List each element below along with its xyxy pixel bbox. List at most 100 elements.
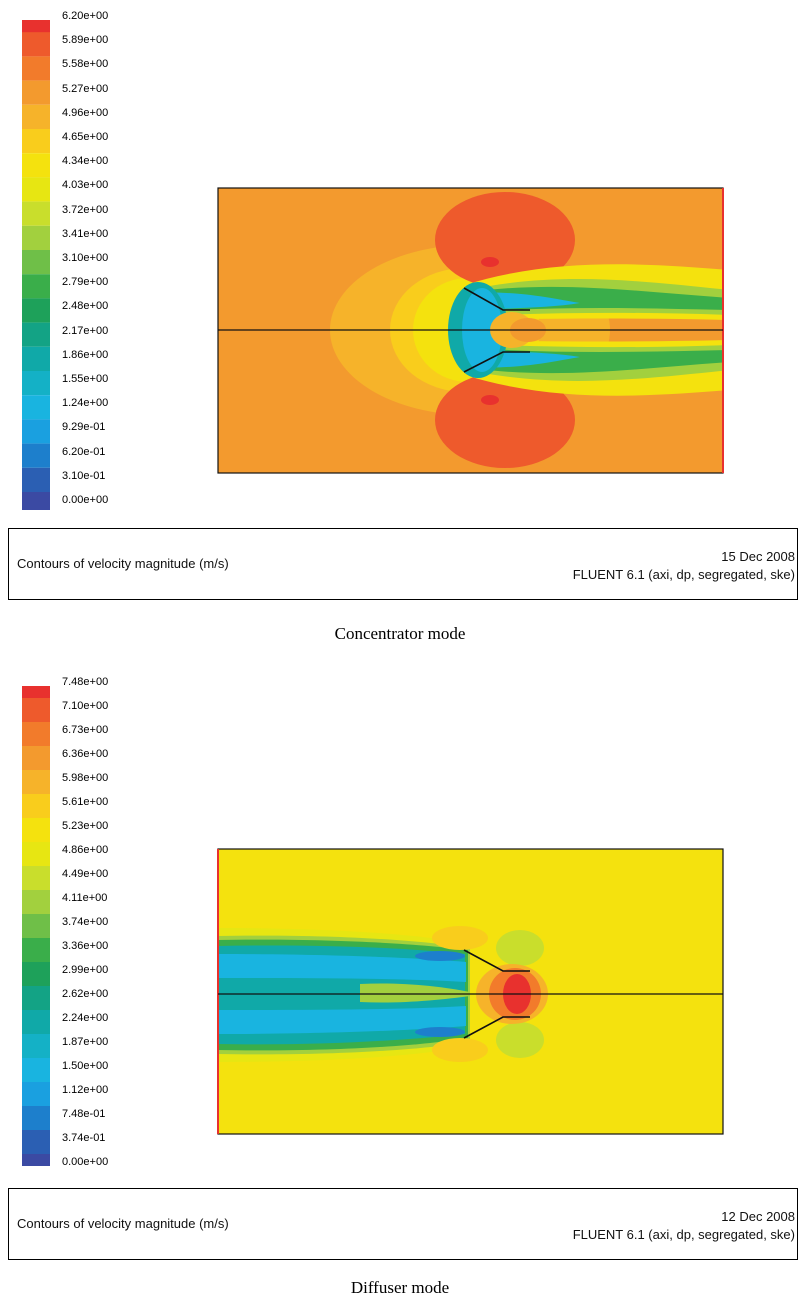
colorbar-tick-label: 3.74e+00 [62,916,109,928]
colorbar-tick-label: 5.58e+00 [62,58,109,71]
colorbar-tick-label: 5.23e+00 [62,820,109,832]
colorbar-tick-label: 1.87e+00 [62,1036,109,1048]
colorbar-swatch [22,794,50,818]
colorbar-swatch [22,962,50,986]
colorbar-swatch [22,1010,50,1034]
colorbar-swatch [22,104,50,129]
colorbar-tick-label: 4.34e+00 [62,155,109,168]
colorbar-swatch [22,371,50,396]
diffuser-lower-green-lobe [496,1022,544,1058]
colorbar-swatch [22,129,50,154]
colorbar-swatch [22,395,50,420]
colorbar-swatch [22,225,50,250]
colorbar-tick-label: 4.03e+00 [62,179,109,192]
colorbar-swatch [22,1058,50,1082]
concentrator-info-box: Contours of velocity magnitude (m/s) 15 … [8,528,798,600]
colorbar-swatch [22,419,50,444]
colorbar-tick-label: 1.55e+00 [62,373,109,385]
colorbar-tick-label: 4.86e+00 [62,844,109,856]
colorbar-swatch [22,1154,50,1166]
colorbar-tick-label: 5.27e+00 [62,82,109,95]
colorbar-swatch [22,80,50,105]
concentrator-upper-peak [481,257,499,267]
colorbar-swatch [22,298,50,323]
diffuser-axis-wake [360,983,470,1003]
diffuser-colorbar-swatches [22,686,50,1166]
colorbar-tick-label: 2.24e+00 [62,1012,109,1024]
colorbar-tick-label: 2.48e+00 [62,300,109,313]
diffuser-upper-low-zone [415,951,465,961]
colorbar-tick-label: 0.00e+00 [62,1156,109,1168]
concentrator-lower-lobe [435,372,575,468]
colorbar-swatch [22,443,50,468]
colorbar-swatch [22,153,50,178]
concentrator-colorbar-swatches [22,20,50,510]
diffuser-lower-outer-lobe [432,1038,488,1062]
diffuser-upper-outer-lobe [432,926,488,950]
diffuser-info-box: Contours of velocity magnitude (m/s) 12 … [8,1188,798,1260]
diffuser-colorbar: 7.48e+00 7.10e+00 6.73e+00 6.36e+00 5.98e+00… [0,666,200,1176]
colorbar-swatch [22,1130,50,1154]
colorbar-tick-label: 6.73e+00 [62,724,109,736]
colorbar-tick-label: 2.79e+00 [62,276,109,289]
colorbar-tick-label: 3.10e-01 [62,469,106,482]
diffuser-panel: 7.48e+00 7.10e+00 6.73e+00 6.36e+00 5.98e+00… [0,666,800,1300]
concentrator-contour-plot [217,187,724,474]
colorbar-tick-label: 7.10e+00 [62,700,109,712]
concentrator-upper-wall [463,287,530,311]
colorbar-tick-label: 4.65e+00 [62,131,109,143]
concentrator-upper-lobe [435,192,575,288]
colorbar-tick-label: 6.20e-01 [62,445,106,458]
colorbar-tick-label: 4.49e+00 [62,868,109,880]
colorbar-tick-label: 6.20e+00 [62,10,109,22]
colorbar-tick-label: 1.50e+00 [62,1060,109,1072]
diffuser-contour-plot [217,848,724,1135]
colorbar-swatch [22,722,50,746]
concentrator-colorbar: 6.20e+00 5.89e+00 5.58e+00 5.27e+00 4.96e+00… [0,0,200,520]
colorbar-tick-label: 3.72e+00 [62,203,109,216]
colorbar-tick-label: 3.36e+00 [62,940,109,952]
diffuser-plot-date: 12 Dec 2008 [721,1209,795,1224]
colorbar-tick-label: 4.96e+00 [62,106,109,119]
colorbar-tick-label: 4.11e+00 [62,892,108,904]
colorbar-swatch [22,492,50,510]
colorbar-swatch [22,32,50,57]
colorbar-swatch [22,322,50,347]
colorbar-swatch [22,914,50,938]
colorbar-tick-label: 2.99e+00 [62,964,109,976]
colorbar-tick-label: 0.00e+00 [62,494,109,506]
colorbar-swatch [22,467,50,492]
colorbar-swatch [22,746,50,770]
colorbar-swatch [22,201,50,226]
colorbar-swatch [22,1034,50,1058]
diffuser-upper-wake-core [218,954,466,982]
concentrator-lower-peak [481,395,499,405]
colorbar-swatch [22,250,50,275]
concentrator-plot-title: Contours of velocity magnitude (m/s) [17,556,229,571]
diffuser-plot-title: Contours of velocity magnitude (m/s) [17,1216,229,1231]
concentrator-plot-date: 15 Dec 2008 [721,549,795,564]
colorbar-tick-label: 2.17e+00 [62,324,109,337]
colorbar-swatch [22,866,50,890]
concentrator-panel: 6.20e+00 5.89e+00 5.58e+00 5.27e+00 4.96e+00… [0,0,798,643]
diffuser-upper-wall [463,949,530,972]
diffuser-caption: Diffuser mode [350,1278,450,1297]
colorbar-swatch [22,1082,50,1106]
colorbar-swatch [22,56,50,81]
colorbar-swatch [22,938,50,962]
concentrator-lower-wall [463,351,530,373]
colorbar-swatch [22,274,50,299]
colorbar-tick-label: 5.98e+00 [62,772,109,784]
diffuser-lower-wall [463,1016,530,1039]
colorbar-swatch [22,986,50,1010]
concentrator-caption: Concentrator mode [334,624,466,643]
colorbar-tick-label: 9.29e-01 [62,421,106,434]
colorbar-tick-label: 7.48e+00 [62,676,109,688]
colorbar-swatch [22,890,50,914]
concentrator-solver-info: FLUENT 6.1 (axi, dp, segregated, ske) [572,567,795,582]
colorbar-tick-label: 6.36e+00 [62,748,109,760]
colorbar-swatch [22,842,50,866]
colorbar-tick-label: 5.61e+00 [62,796,109,808]
diffuser-upper-green-lobe [496,930,544,966]
colorbar-tick-label: 1.86e+00 [62,348,109,361]
